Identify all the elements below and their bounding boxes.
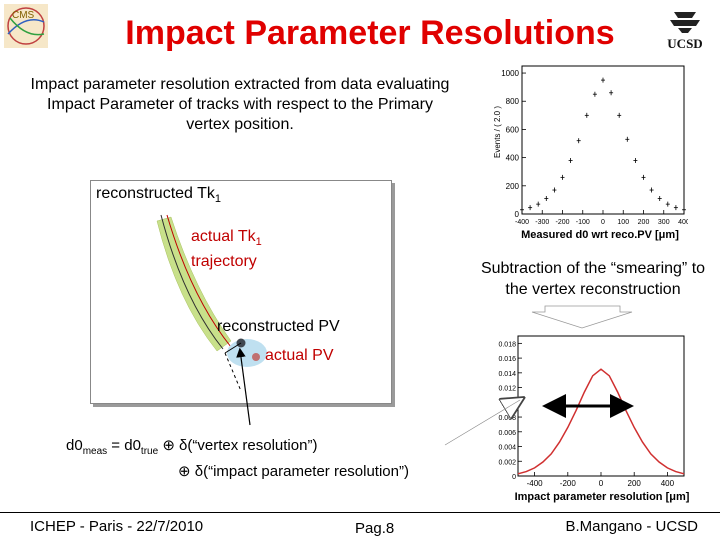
plot2-x-tick-label: 0 xyxy=(599,479,604,488)
reco-pv-label: reconstructed PV xyxy=(217,318,340,335)
track-band xyxy=(156,216,232,352)
top-plot-caption: Measured d0 wrt reco.PV [μm] xyxy=(521,229,679,241)
plot1-x-tick-label: -100 xyxy=(576,219,590,226)
pv-blob xyxy=(227,339,267,367)
plot1-x-tick-label: -200 xyxy=(555,219,569,226)
actual-track-line xyxy=(166,214,232,348)
cms-logo: CMS xyxy=(4,4,48,48)
plot1-x-tick-label: 200 xyxy=(638,219,650,226)
slide-title: Impact Parameter Resolutions xyxy=(125,14,615,52)
diagram-graphic xyxy=(156,214,267,392)
reco-track-label: reconstructed Tk1 xyxy=(96,185,221,206)
plot2-y-tick-label: 0 xyxy=(512,474,516,481)
ucsd-logo: UCSD xyxy=(667,12,703,51)
intro-text: Impact parameter resolution extracted fr… xyxy=(30,76,450,133)
plot2-y-tick-label: 0.004 xyxy=(498,445,516,452)
plot1-y-label: Events / ( 2.0 ) xyxy=(493,106,502,158)
plot1-x-ticks: -400 -300 -200 -100 0 100 200 300 400 xyxy=(515,210,688,226)
plot1-y-tick-label: 800 xyxy=(506,97,520,106)
plot1-y-tick-label: 200 xyxy=(506,182,520,191)
plot1-x-tick-label: 300 xyxy=(658,219,670,226)
plot1-x-tick-label: -400 xyxy=(515,219,529,226)
footer-page-number: Pag.8 xyxy=(355,520,395,537)
resolution-gaussian-plot: 0.018 0.016 0.014 0.012 0.01 0.008 0.006 0.004 0… xyxy=(498,335,685,488)
actual-pv-label: actual PV xyxy=(265,347,334,364)
reco-track-line xyxy=(160,214,224,350)
plot2-y-tick-label: 0.002 xyxy=(498,459,516,466)
plot2-x-tick-label: 200 xyxy=(628,479,642,488)
plot1-y-tick-label: 1000 xyxy=(501,69,519,78)
footer-divider xyxy=(0,512,720,513)
resolution-formula: d0meas = d0true ⊕ δ(“vertex resolution”)… xyxy=(66,437,409,480)
plot2-x-ticks: -400 -200 0 200 400 xyxy=(527,472,675,488)
plot2-x-tick-label: -400 xyxy=(527,479,544,488)
plot1-x-tick-label: 0 xyxy=(601,219,605,226)
down-block-arrow xyxy=(531,305,633,329)
actual-track-label: actual Tk1 trajectory xyxy=(191,228,262,271)
plot2-frame xyxy=(517,335,685,477)
plot1-x-tick-label: 100 xyxy=(617,219,629,226)
plot1-y-tick-label: 400 xyxy=(506,154,520,163)
plot1-frame xyxy=(521,65,685,215)
plot2-y-tick-label: 0.008 xyxy=(498,415,516,422)
plot1-x-tick-label: 400 xyxy=(678,219,688,226)
vertex-diagram: reconstructed Tk1 actual Tk1 trajectory r… xyxy=(90,180,392,404)
plot1-y-tick-label: 600 xyxy=(506,125,520,134)
plot1-y-tick-label: 0 xyxy=(515,210,520,219)
subtraction-note: Subtraction of the “smearing” to the ver… xyxy=(480,260,706,298)
plot2-y-tick-label: 0.012 xyxy=(498,386,516,393)
bottom-plot-caption: Impact parameter resolution [μm] xyxy=(514,491,690,503)
plot1-points xyxy=(520,77,686,213)
ucsd-logo-text: UCSD xyxy=(667,36,702,51)
plot2-y-tick-label: 0.01 xyxy=(502,400,516,407)
plot2-x-tick-label: 400 xyxy=(661,479,675,488)
plot1-x-tick-label: -300 xyxy=(535,219,549,226)
plot2-y-tick-label: 0.018 xyxy=(498,341,516,348)
plot2-y-tick-label: 0.016 xyxy=(498,356,516,363)
plot2-x-tick-label: -200 xyxy=(560,479,577,488)
impact-line xyxy=(224,342,242,354)
footer-author: B.Mangano - UCSD xyxy=(565,518,698,535)
plot2-y-tick-label: 0.006 xyxy=(498,430,516,437)
plot2-y-tick-label: 0.014 xyxy=(498,371,516,378)
plot2-gaussian-curve xyxy=(517,368,685,475)
svg-text:CMS: CMS xyxy=(12,10,35,21)
dashed-extension xyxy=(224,352,242,392)
footer-conference: ICHEP - Paris - 22/7/2010 xyxy=(30,518,204,535)
actual-pv-dot xyxy=(252,353,260,361)
plot1-y-ticks: 1000 800 600 400 200 0 xyxy=(501,69,526,219)
